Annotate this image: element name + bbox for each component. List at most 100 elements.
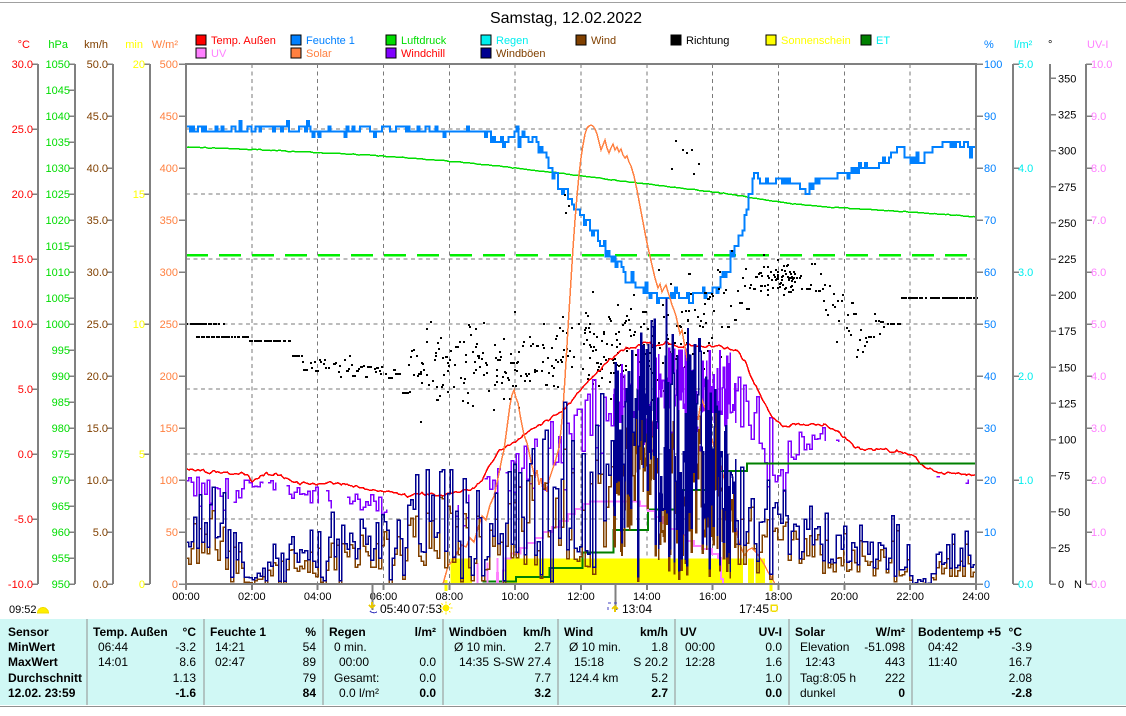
svg-text:1.0: 1.0 — [765, 671, 782, 685]
svg-text:54: 54 — [303, 640, 317, 654]
svg-text:1005: 1005 — [46, 293, 70, 305]
svg-text:UV: UV — [680, 625, 697, 639]
svg-text:250: 250 — [160, 319, 178, 331]
svg-text:250: 250 — [1058, 218, 1076, 230]
svg-text:24:00: 24:00 — [962, 591, 990, 603]
svg-text:1050: 1050 — [46, 59, 70, 71]
svg-text:°: ° — [1048, 39, 1052, 51]
svg-text:2.08: 2.08 — [1009, 671, 1033, 685]
svg-text:Windböen: Windböen — [496, 48, 546, 60]
svg-text:05:40: 05:40 — [380, 602, 410, 616]
svg-text:W/m²: W/m² — [876, 625, 905, 639]
svg-text:100: 100 — [160, 475, 178, 487]
svg-text:35.0: 35.0 — [87, 215, 108, 227]
svg-text:Elevation: Elevation — [800, 640, 849, 654]
svg-text:15.0: 15.0 — [87, 423, 108, 435]
svg-text:14:00: 14:00 — [633, 591, 661, 603]
svg-text:950: 950 — [52, 579, 70, 591]
svg-text:50: 50 — [166, 527, 178, 539]
svg-text:Gesamt:: Gesamt: — [334, 671, 379, 685]
svg-text:00:00: 00:00 — [172, 591, 200, 603]
svg-text:75: 75 — [1058, 471, 1070, 483]
svg-text:Wind: Wind — [591, 35, 616, 47]
svg-text:22:00: 22:00 — [896, 591, 924, 603]
svg-text:965: 965 — [52, 501, 70, 513]
svg-text:Ø 10 min.: Ø 10 min. — [454, 640, 506, 654]
svg-text:Windchill: Windchill — [401, 48, 445, 60]
svg-text:20: 20 — [133, 59, 145, 71]
svg-text:10:00: 10:00 — [501, 591, 529, 603]
svg-text:11:40: 11:40 — [928, 655, 957, 669]
svg-text:Feuchte 1: Feuchte 1 — [210, 625, 266, 639]
svg-text:0.0: 0.0 — [1091, 579, 1106, 591]
svg-text:175: 175 — [1058, 326, 1076, 338]
svg-text:0: 0 — [139, 579, 145, 591]
svg-text:04:00: 04:00 — [304, 591, 332, 603]
svg-text:980: 980 — [52, 423, 70, 435]
svg-text:985: 985 — [52, 397, 70, 409]
svg-text:350: 350 — [1058, 73, 1076, 85]
svg-text:dunkel: dunkel — [800, 686, 835, 700]
svg-text:1025: 1025 — [46, 189, 70, 201]
svg-text:Feuchte 1: Feuchte 1 — [306, 35, 355, 47]
svg-text:0 min.: 0 min. — [334, 640, 367, 654]
svg-text:UV-I: UV-I — [1087, 39, 1108, 51]
svg-text:300: 300 — [1058, 146, 1076, 158]
svg-text:100: 100 — [984, 59, 1002, 71]
svg-text:Durchschnitt: Durchschnitt — [8, 671, 82, 685]
svg-text:10: 10 — [133, 319, 145, 331]
svg-text:995: 995 — [52, 345, 70, 357]
svg-text:30: 30 — [984, 423, 996, 435]
svg-text:25.0: 25.0 — [87, 319, 108, 331]
svg-text:10.0: 10.0 — [12, 319, 33, 331]
svg-text:4.0: 4.0 — [1091, 371, 1106, 383]
svg-text:8.0: 8.0 — [1091, 163, 1106, 175]
svg-text:W/m²: W/m² — [152, 39, 179, 51]
svg-text:°C: °C — [18, 39, 30, 51]
svg-text:2.7: 2.7 — [651, 686, 668, 700]
svg-text:0: 0 — [898, 686, 905, 700]
svg-text:Tag:8:05 h: Tag:8:05 h — [800, 671, 856, 685]
svg-text:1020: 1020 — [46, 215, 70, 227]
svg-text:°C: °C — [183, 625, 197, 639]
svg-text:200: 200 — [1058, 290, 1076, 302]
svg-text:40.0: 40.0 — [87, 163, 108, 175]
svg-text:50: 50 — [1058, 507, 1070, 519]
svg-text:0.0 l/m²: 0.0 l/m² — [339, 686, 379, 700]
svg-text:00:00: 00:00 — [339, 655, 369, 669]
svg-text:2.0: 2.0 — [1091, 475, 1106, 487]
svg-text:975: 975 — [52, 449, 70, 461]
svg-text:00:00: 00:00 — [685, 640, 715, 654]
svg-text:30.0: 30.0 — [87, 267, 108, 279]
svg-text:18:00: 18:00 — [765, 591, 793, 603]
svg-text:Temp. Außen: Temp. Außen — [211, 35, 276, 47]
svg-text:km/h: km/h — [523, 625, 551, 639]
svg-text:50.0: 50.0 — [87, 59, 108, 71]
svg-text:10.0: 10.0 — [87, 475, 108, 487]
svg-text:4.0: 4.0 — [1018, 163, 1033, 175]
svg-text:1030: 1030 — [46, 163, 70, 175]
svg-text:0.0: 0.0 — [419, 655, 436, 669]
svg-text:2.0: 2.0 — [1018, 371, 1033, 383]
svg-text:20.0: 20.0 — [12, 189, 33, 201]
svg-text:5.2: 5.2 — [651, 671, 668, 685]
svg-text:9.0: 9.0 — [1091, 111, 1106, 123]
svg-text:5.0: 5.0 — [93, 527, 108, 539]
svg-text:0.0: 0.0 — [765, 640, 782, 654]
svg-text:1.0: 1.0 — [1018, 475, 1033, 487]
svg-text:Sensor: Sensor — [8, 625, 49, 639]
svg-text:0: 0 — [984, 579, 990, 591]
svg-text:Solar: Solar — [306, 48, 332, 60]
svg-text:06:44: 06:44 — [98, 640, 128, 654]
svg-text:Temp. Außen: Temp. Außen — [93, 625, 168, 639]
svg-text:450: 450 — [160, 111, 178, 123]
svg-text:-3.9: -3.9 — [1011, 640, 1032, 654]
svg-text:12.02. 23:59: 12.02. 23:59 — [8, 686, 76, 700]
svg-text:5.0: 5.0 — [1018, 59, 1033, 71]
svg-text:17:45: 17:45 — [739, 602, 769, 616]
svg-text:°C: °C — [1009, 625, 1023, 639]
svg-text:ET: ET — [876, 35, 890, 47]
svg-text:%: % — [984, 39, 994, 51]
svg-text:07:53: 07:53 — [412, 602, 442, 616]
svg-text:20.0: 20.0 — [87, 371, 108, 383]
